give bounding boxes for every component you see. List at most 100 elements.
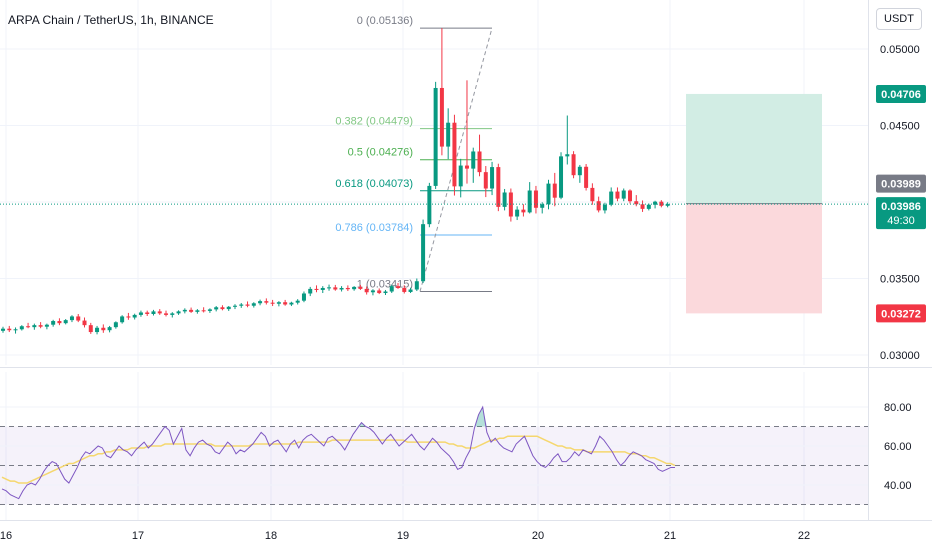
candle bbox=[13, 327, 18, 334]
candle bbox=[602, 202, 607, 214]
candle bbox=[101, 324, 106, 333]
candle-body bbox=[164, 313, 169, 315]
candle-body bbox=[427, 185, 432, 225]
candle-body bbox=[220, 307, 225, 310]
candle bbox=[665, 202, 670, 208]
candle-body bbox=[653, 201, 658, 205]
candle bbox=[201, 307, 206, 313]
candle bbox=[533, 185, 538, 214]
candle-body bbox=[182, 309, 187, 312]
candle bbox=[571, 151, 576, 179]
candle-body bbox=[232, 305, 237, 307]
candle bbox=[107, 325, 112, 333]
candle-body bbox=[289, 302, 294, 305]
candle bbox=[433, 81, 438, 189]
stop-price-tag-text: 0.03272 bbox=[881, 308, 921, 320]
candle-body bbox=[464, 165, 469, 169]
candle bbox=[1, 326, 5, 333]
stop-zone bbox=[686, 203, 822, 314]
candle bbox=[370, 289, 375, 296]
entry-price-tag: 0.03989 bbox=[876, 174, 926, 193]
candle bbox=[590, 183, 595, 205]
target-zone bbox=[686, 93, 822, 204]
entry-price-tag-bg bbox=[876, 174, 926, 193]
candle-body bbox=[490, 167, 495, 189]
candle-body bbox=[389, 286, 394, 292]
candle bbox=[170, 312, 175, 318]
candle-body bbox=[646, 204, 651, 209]
position-zones bbox=[686, 93, 822, 314]
candle-body bbox=[402, 287, 407, 292]
candle-body bbox=[584, 166, 589, 188]
candle bbox=[57, 318, 62, 326]
time-tick-label: 18 bbox=[265, 530, 277, 542]
candle bbox=[308, 286, 313, 297]
fib-level-label: 0.5 (0.04276) bbox=[348, 147, 413, 159]
candle-body bbox=[126, 316, 131, 318]
candle-body bbox=[320, 287, 325, 290]
candle-body bbox=[276, 302, 281, 304]
candle-body bbox=[82, 320, 87, 326]
candle-body bbox=[571, 154, 576, 176]
candle-body bbox=[151, 311, 156, 314]
candle-body bbox=[502, 192, 507, 207]
candle-body bbox=[308, 288, 313, 294]
price-tick-label: 0.03500 bbox=[880, 273, 920, 285]
candle-body bbox=[201, 310, 206, 312]
candle-body bbox=[157, 311, 162, 314]
fibonacci-retracement[interactable]: 0 (0.05136) 0.382 (0.04479) 0.5 (0.04276) 0… bbox=[335, 15, 493, 292]
candle-body bbox=[477, 151, 482, 173]
candle-body bbox=[483, 172, 488, 189]
candle bbox=[345, 285, 350, 292]
candle-body bbox=[270, 302, 275, 304]
candle-body bbox=[609, 191, 614, 205]
candle-body bbox=[245, 304, 250, 306]
candle bbox=[477, 134, 482, 177]
candle bbox=[471, 147, 476, 183]
candle-body bbox=[596, 201, 601, 211]
candle bbox=[458, 158, 463, 198]
candle bbox=[414, 278, 419, 292]
candle-body bbox=[138, 312, 143, 315]
currency-button[interactable]: USDT bbox=[876, 8, 922, 30]
candle-body bbox=[107, 327, 112, 331]
candle bbox=[176, 310, 181, 315]
candle bbox=[659, 200, 664, 208]
candle bbox=[232, 304, 237, 310]
candle-body bbox=[226, 306, 231, 310]
candle-body bbox=[38, 325, 43, 327]
candle-body bbox=[546, 183, 551, 205]
candle bbox=[301, 291, 306, 303]
candle bbox=[195, 309, 200, 314]
candle bbox=[427, 182, 432, 228]
candle-body bbox=[32, 325, 37, 328]
candle-body bbox=[120, 316, 125, 323]
candle bbox=[333, 284, 338, 291]
candle bbox=[653, 200, 658, 209]
candle bbox=[38, 322, 43, 329]
fib-level-label: 0.382 (0.04479) bbox=[335, 116, 413, 128]
candle bbox=[214, 306, 219, 312]
candle-body bbox=[364, 288, 369, 293]
countdown-text: 49:30 bbox=[887, 215, 915, 227]
candle bbox=[320, 286, 325, 294]
candle-body bbox=[176, 311, 181, 314]
candle bbox=[439, 28, 444, 156]
target-price-tag-bg bbox=[876, 84, 926, 103]
candle bbox=[258, 299, 263, 306]
candle-body bbox=[26, 326, 31, 328]
candle bbox=[358, 284, 363, 290]
entry-price-tag-text: 0.03989 bbox=[881, 179, 921, 191]
rsi-tick-label: 60.00 bbox=[884, 441, 912, 453]
candle bbox=[182, 308, 187, 314]
candle bbox=[220, 305, 225, 311]
fib-level-label: 0 (0.05136) bbox=[357, 15, 413, 27]
candle bbox=[552, 172, 557, 207]
candle bbox=[364, 286, 369, 295]
candle bbox=[82, 317, 87, 328]
candle-body bbox=[352, 286, 357, 290]
candle bbox=[352, 286, 357, 291]
rsi-tick-label: 40.00 bbox=[884, 480, 912, 492]
candle-body bbox=[471, 151, 476, 169]
